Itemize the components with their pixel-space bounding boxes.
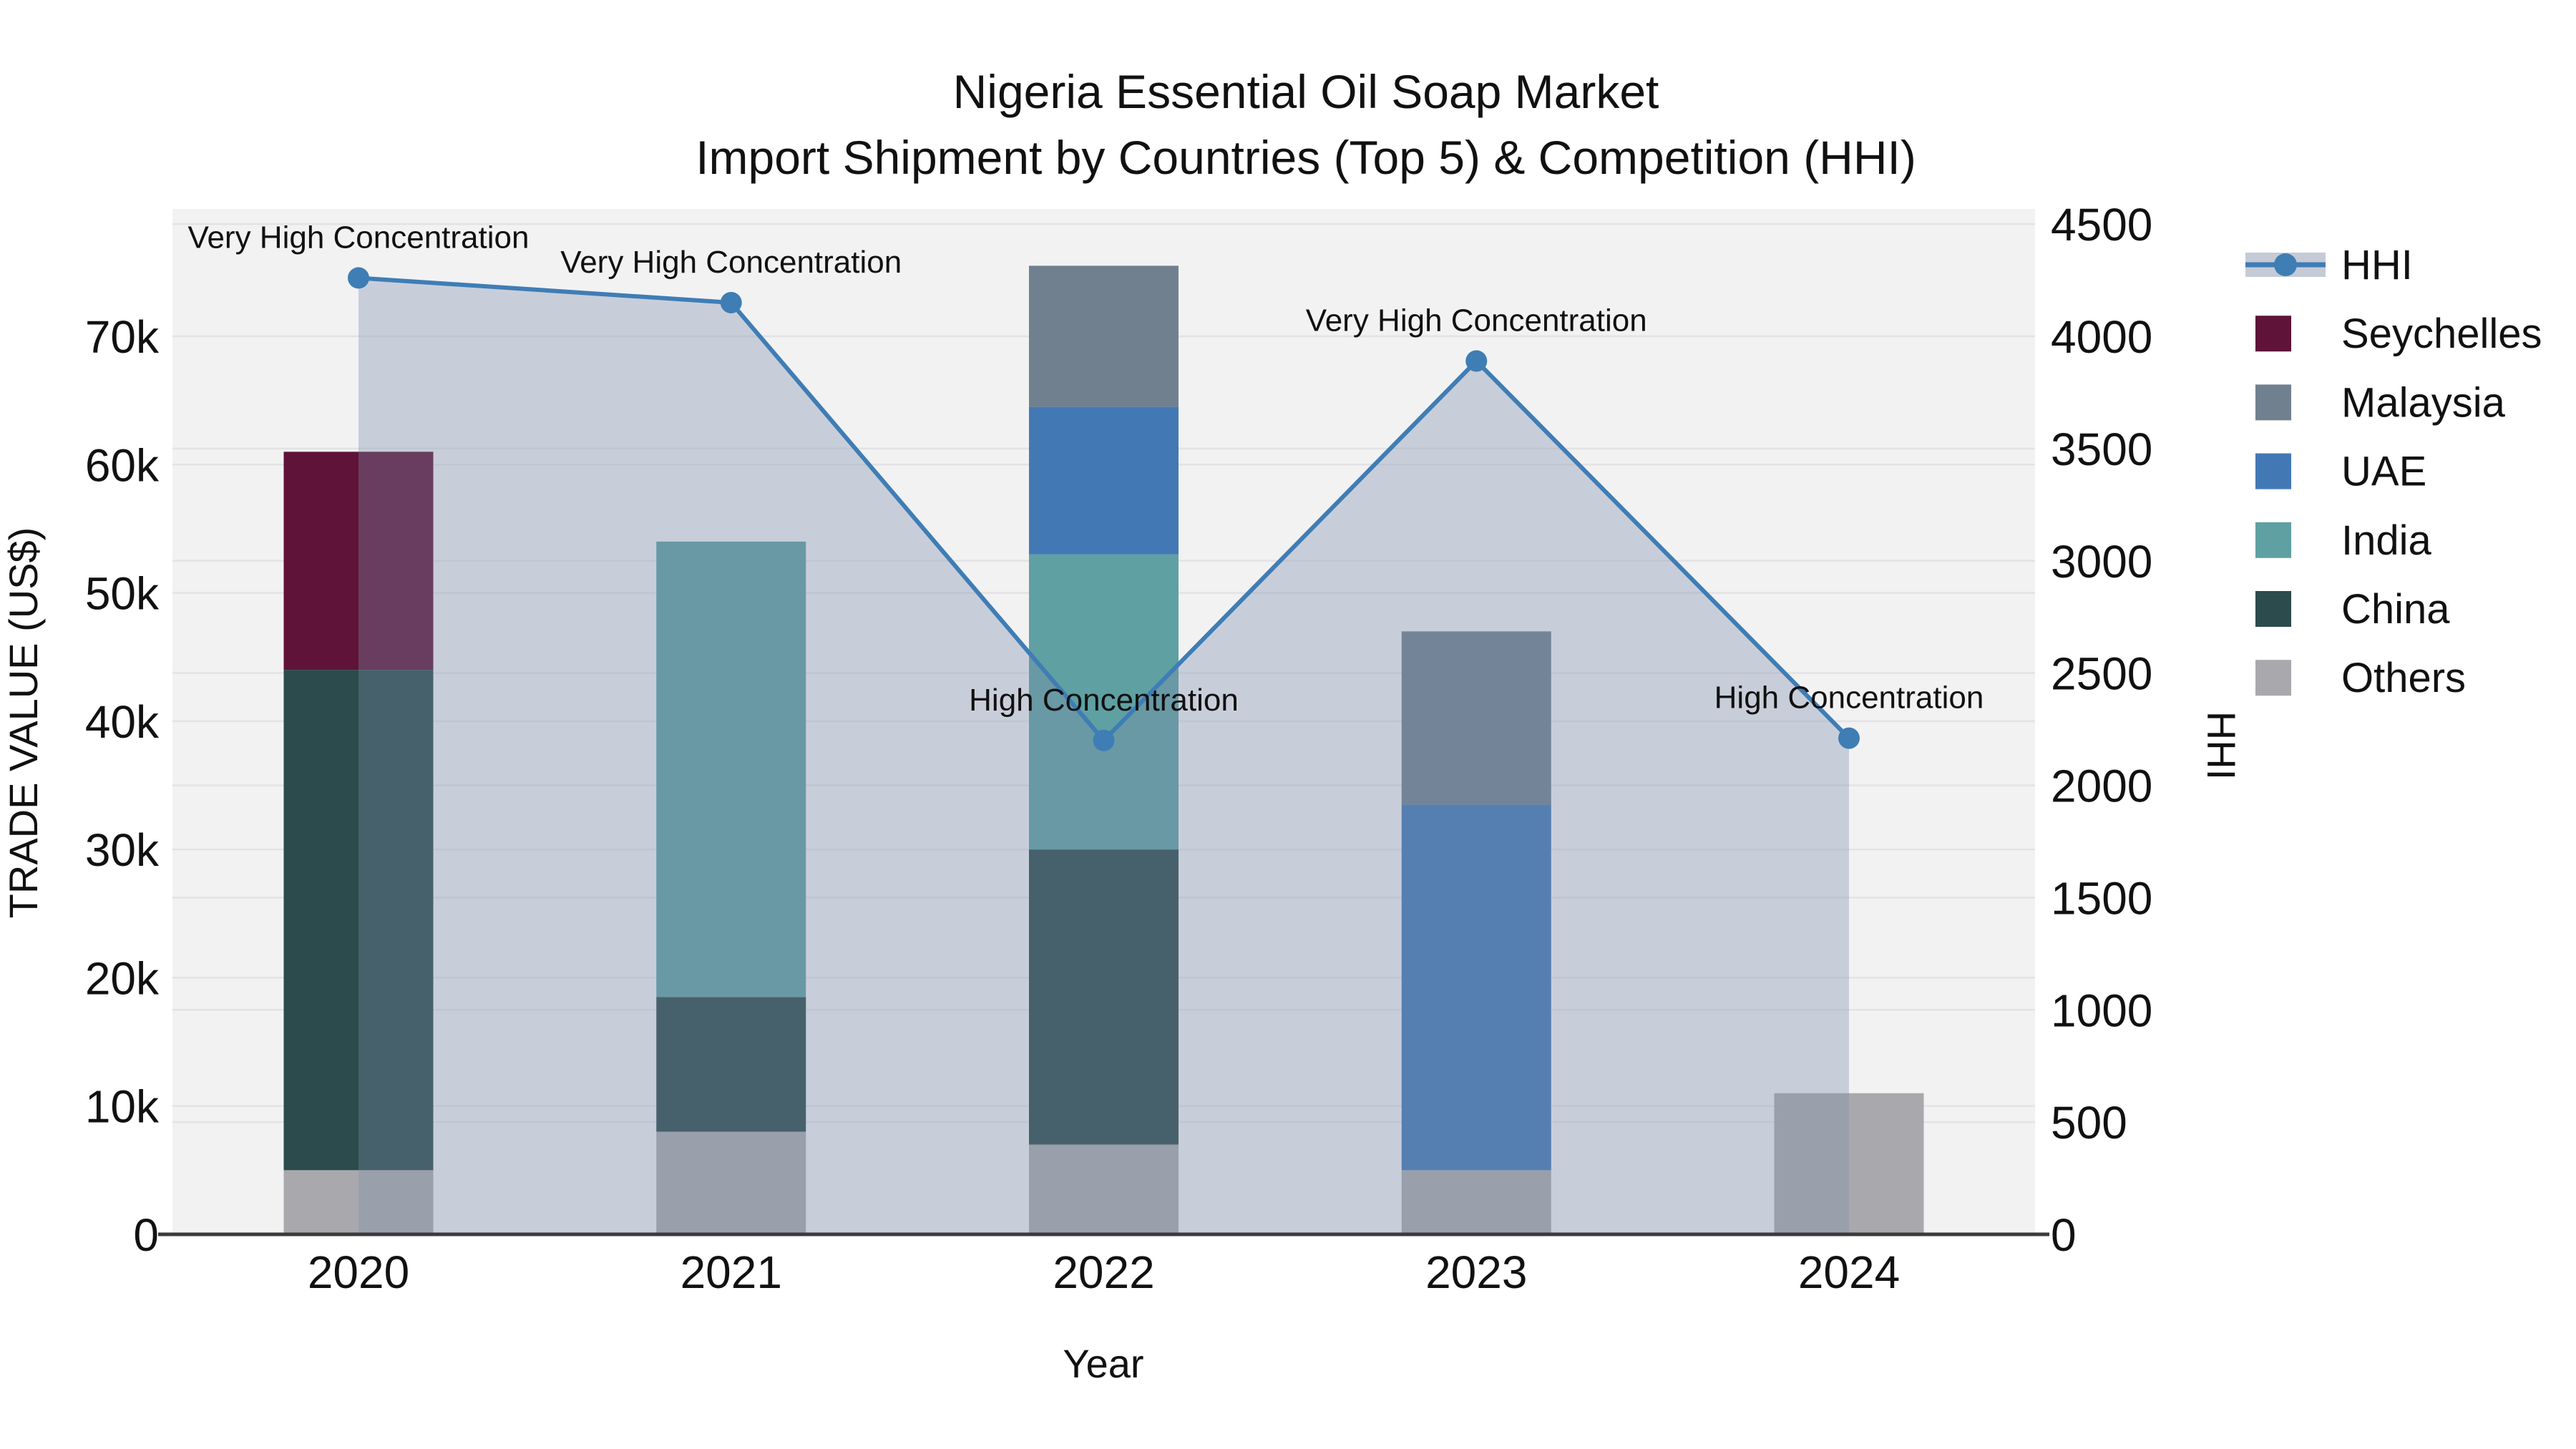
- annotation-2022: High Concentration: [969, 683, 1239, 718]
- y-right-tick-label: 2500: [2051, 648, 2152, 700]
- hhi-point-2021[interactable]: [720, 291, 742, 313]
- legend-item-seychelles[interactable]: Seychelles: [2255, 311, 2542, 357]
- legend-label-malaysia: Malaysia: [2341, 379, 2506, 426]
- annotation-2020: Very High Concentration: [188, 220, 530, 255]
- hhi-point-2022[interactable]: [1093, 729, 1115, 751]
- y-left-tick-label: 10k: [85, 1081, 160, 1133]
- y-axis-title-right: HHI: [2199, 711, 2244, 780]
- y-left-tick-label: 60k: [85, 439, 160, 491]
- legend-swatch-malaysia: [2255, 384, 2291, 421]
- y-left-tick-label: 40k: [85, 696, 160, 748]
- bar-segment-uae-2022[interactable]: [1029, 406, 1179, 555]
- x-tick-label-2022: 2022: [1053, 1246, 1154, 1298]
- x-tick-label-2024: 2024: [1798, 1246, 1900, 1298]
- legend-item-uae[interactable]: UAE: [2255, 449, 2426, 495]
- bar-segment-seychelles-2020[interactable]: [283, 452, 434, 670]
- x-tick-label-2023: 2023: [1425, 1246, 1527, 1298]
- legend-item-malaysia[interactable]: Malaysia: [2255, 379, 2506, 426]
- bar-segment-others-2022[interactable]: [1029, 1144, 1179, 1235]
- y-right-tick-label: 3500: [2051, 424, 2152, 475]
- legend-item-hhi[interactable]: HHI: [2245, 242, 2413, 288]
- y-left-tick-label: 20k: [85, 952, 160, 1004]
- bars-layer: [283, 265, 1924, 1235]
- y-right-tick-label: 500: [2051, 1097, 2127, 1148]
- legend-label-india: India: [2341, 517, 2432, 564]
- hhi-area: [358, 278, 1849, 1234]
- legend-swatch-uae: [2255, 453, 2291, 489]
- bar-segment-malaysia-2023[interactable]: [1401, 631, 1551, 805]
- x-tick-label-2020: 2020: [308, 1246, 409, 1298]
- annotation-2024: High Concentration: [1714, 680, 1984, 716]
- bar-segment-china-2020[interactable]: [283, 670, 434, 1171]
- y-right-tick-label: 4000: [2051, 311, 2152, 363]
- y-left-tick-label: 50k: [85, 568, 160, 620]
- bar-segment-china-2021[interactable]: [656, 997, 806, 1132]
- legend-label-china: China: [2341, 586, 2450, 633]
- bar-segment-others-2023[interactable]: [1401, 1170, 1551, 1234]
- bar-segment-others-2021[interactable]: [656, 1131, 806, 1234]
- y-axis-title-left: TRADE VALUE (US$): [1, 527, 46, 919]
- x-axis-title: Year: [1063, 1341, 1143, 1386]
- y-right-tick-label: 1000: [2051, 985, 2152, 1036]
- hhi-point-2024[interactable]: [1838, 727, 1860, 749]
- y-right-tick-label: 3000: [2051, 536, 2152, 587]
- legend-swatch-china: [2255, 591, 2291, 627]
- bar-segment-malaysia-2022[interactable]: [1029, 265, 1179, 407]
- annotation-2023: Very High Concentration: [1306, 303, 1647, 338]
- bar-segment-uae-2023[interactable]: [1401, 804, 1551, 1171]
- y-left-tick-label: 0: [133, 1209, 159, 1261]
- y-right-tick-label: 1500: [2051, 872, 2152, 924]
- legend-swatch-india: [2255, 522, 2291, 558]
- legend-swatch-seychelles: [2255, 316, 2291, 352]
- y-right-tick-label: 0: [2051, 1209, 2077, 1261]
- legend-label-others: Others: [2341, 655, 2466, 701]
- legend-swatch-others: [2255, 660, 2291, 696]
- y-left-tick-label: 30k: [85, 824, 160, 876]
- annotations-layer: Very High Concentration Very High Concent…: [188, 220, 1984, 717]
- hhi-line-layer: [348, 267, 1860, 751]
- y-right-tick-label: 2000: [2051, 761, 2152, 812]
- legend-label-hhi: HHI: [2341, 242, 2413, 288]
- chart-title: Nigeria Essential Oil Soap Market: [953, 65, 1659, 118]
- legend-hhi-marker-icon: [2274, 253, 2297, 276]
- hhi-point-2023[interactable]: [1465, 350, 1488, 372]
- legend-item-india[interactable]: India: [2255, 517, 2432, 564]
- legend-label-seychelles: Seychelles: [2341, 311, 2542, 357]
- bar-segment-china-2022[interactable]: [1029, 849, 1179, 1145]
- hhi-point-2020[interactable]: [348, 267, 369, 289]
- legend-label-uae: UAE: [2341, 449, 2426, 495]
- bar-segment-others-2024[interactable]: [1774, 1093, 1924, 1234]
- x-tick-label-2021: 2021: [680, 1246, 782, 1298]
- bar-segment-india-2022[interactable]: [1029, 554, 1179, 850]
- legend-item-china[interactable]: China: [2255, 586, 2450, 633]
- legend: HHI Seychelles Malaysia UAE India China Others: [2245, 242, 2542, 701]
- axes-layer: 0 10k 20k 30k 40k 50k 60k 70k 0 500 1000 1500 2000 25…: [85, 199, 2153, 1298]
- bar-segment-india-2021[interactable]: [656, 541, 806, 997]
- legend-item-others[interactable]: Others: [2255, 655, 2466, 701]
- y-left-tick-label: 70k: [85, 311, 160, 363]
- annotation-2021: Very High Concentration: [560, 245, 902, 280]
- chart-subtitle: Import Shipment by Countries (Top 5) & C…: [696, 131, 1916, 184]
- hhi-area-layer: [358, 278, 1849, 1234]
- bar-segment-others-2020[interactable]: [283, 1170, 434, 1234]
- y-right-tick-label: 4500: [2051, 199, 2152, 250]
